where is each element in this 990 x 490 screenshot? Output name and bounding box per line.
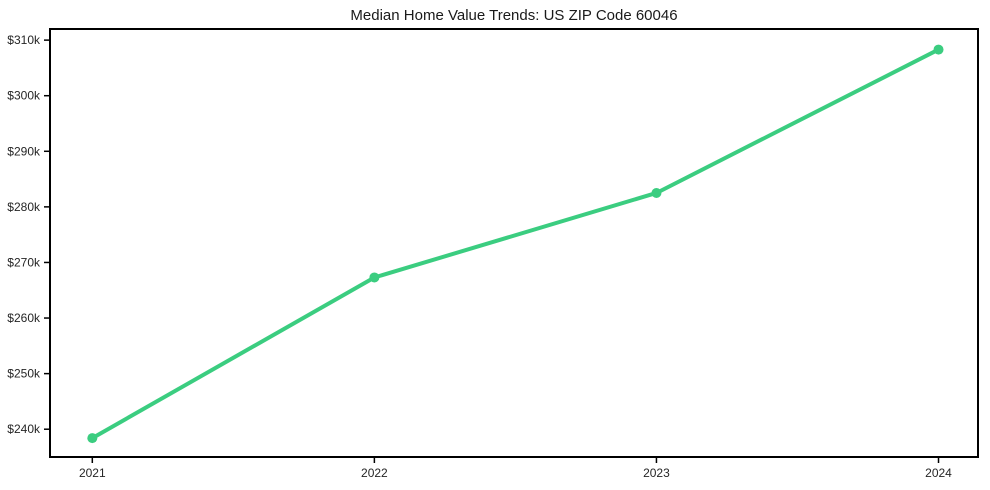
plot-border <box>49 28 979 458</box>
y-tick-label: $240k <box>7 422 41 436</box>
y-tick-label: $280k <box>7 200 41 214</box>
data-point-2023 <box>651 187 662 198</box>
y-tick-label: $260k <box>7 311 41 325</box>
y-tick-label: $290k <box>7 144 41 158</box>
x-tick-label: 2023 <box>643 466 670 480</box>
y-tick-label: $300k <box>7 89 41 103</box>
data-point-2021 <box>87 433 98 444</box>
x-tick-label: 2021 <box>79 466 106 480</box>
y-tick-label: $250k <box>7 367 41 381</box>
x-tick-label: 2024 <box>925 466 952 480</box>
y-tick-label: $270k <box>7 255 41 269</box>
trend-line <box>90 47 941 441</box>
data-point-2022 <box>369 272 380 283</box>
y-tick-label: $310k <box>7 33 41 47</box>
data-point-2024 <box>933 44 944 55</box>
x-tick-label: 2022 <box>361 466 388 480</box>
chart-title: Median Home Value Trends: US ZIP Code 60… <box>350 7 678 24</box>
